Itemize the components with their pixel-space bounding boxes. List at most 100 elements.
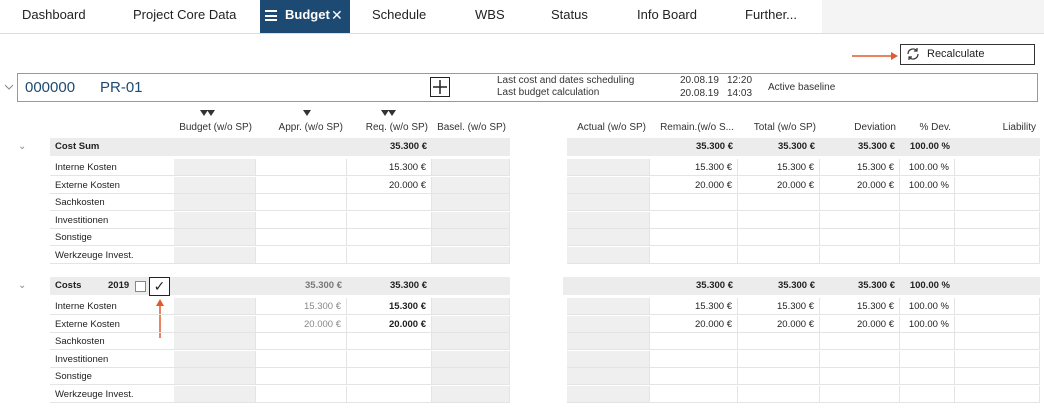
column-header: Budget (w/o SP) bbox=[179, 122, 252, 133]
tab[interactable]: WBS bbox=[475, 7, 505, 22]
row-label: Werkzeuge Invest. bbox=[50, 386, 174, 403]
section-toggle[interactable]: ⌄ bbox=[18, 280, 27, 291]
empty-cell bbox=[738, 246, 820, 264]
tab-bar bbox=[0, 0, 1044, 34]
empty-cell bbox=[955, 246, 1040, 264]
empty-cell bbox=[567, 159, 650, 176]
empty-cell bbox=[738, 333, 820, 350]
empty-cell bbox=[256, 368, 347, 385]
project-code: PR-01 bbox=[100, 79, 143, 96]
tab-close[interactable]: ✕ bbox=[331, 7, 343, 23]
empty-cell bbox=[955, 350, 1040, 368]
empty-cell bbox=[955, 315, 1040, 333]
recalculate-button[interactable]: Recalculate bbox=[900, 44, 1035, 65]
section-value: 100.00 % bbox=[909, 141, 950, 152]
empty-cell bbox=[955, 385, 1040, 403]
column-header: Liability bbox=[1002, 122, 1036, 133]
cell-value: 100.00 % bbox=[900, 298, 955, 315]
baseline-label: Active baseline bbox=[768, 82, 836, 93]
row-label: Werkzeuge Invest. bbox=[50, 247, 174, 264]
cell-value: 15.300 € bbox=[347, 298, 432, 315]
section-label: Costs bbox=[55, 280, 82, 291]
section-value: 35.300 € bbox=[696, 141, 733, 152]
row-label: Sachkosten bbox=[50, 333, 174, 350]
cell-value: 20.000 € bbox=[650, 176, 738, 194]
empty-cell bbox=[900, 333, 955, 350]
empty-cell bbox=[820, 194, 900, 211]
cell-value: 15.300 € bbox=[738, 298, 820, 315]
column-header: Total (w/o SP) bbox=[753, 122, 816, 133]
empty-cell bbox=[256, 229, 347, 246]
empty-cell bbox=[738, 229, 820, 246]
tab[interactable]: Schedule bbox=[372, 7, 427, 22]
info-time: 14:03 bbox=[727, 88, 753, 99]
cell-value: 15.300 € bbox=[820, 298, 900, 315]
info-label: Last budget calculation bbox=[497, 87, 600, 98]
section-value: 35.300 € bbox=[390, 141, 427, 152]
empty-cell bbox=[174, 176, 256, 194]
confirm-button[interactable]: ✓ bbox=[149, 277, 170, 296]
empty-cell bbox=[955, 368, 1040, 385]
empty-cell bbox=[256, 194, 347, 211]
cell-value: 15.300 € bbox=[650, 298, 738, 315]
project-header bbox=[17, 73, 1038, 102]
column-header: Req. (w/o SP) bbox=[365, 122, 428, 133]
row-label: Externe Kosten bbox=[50, 177, 174, 194]
checkbox[interactable] bbox=[135, 281, 146, 292]
empty-cell bbox=[256, 246, 347, 264]
arrow-head bbox=[891, 52, 898, 60]
tab[interactable]: Further... bbox=[745, 7, 798, 22]
cell-value: 20.000 € bbox=[347, 176, 432, 194]
empty-cell bbox=[650, 194, 738, 211]
empty-cell bbox=[738, 368, 820, 385]
collapse-icon[interactable] bbox=[4, 83, 14, 91]
empty-cell bbox=[432, 298, 510, 315]
cell-value: 15.300 € bbox=[347, 159, 432, 176]
tab[interactable]: Status bbox=[551, 7, 588, 22]
empty-cell bbox=[650, 229, 738, 246]
empty-cell bbox=[820, 246, 900, 264]
empty-cell bbox=[347, 350, 432, 368]
cell-value: 100.00 % bbox=[900, 159, 955, 176]
cell-value: 15.300 € bbox=[738, 159, 820, 176]
empty-cell bbox=[567, 229, 650, 246]
empty-cell bbox=[347, 211, 432, 229]
cell-value: 15.300 € bbox=[820, 159, 900, 176]
empty-cell bbox=[955, 333, 1040, 350]
cell-value: 100.00 % bbox=[900, 315, 955, 333]
empty-cell bbox=[567, 211, 650, 229]
empty-cell bbox=[347, 246, 432, 264]
tab[interactable]: Project Core Data bbox=[133, 7, 237, 22]
section-toggle[interactable]: ⌄ bbox=[18, 141, 27, 152]
empty-cell bbox=[174, 229, 256, 246]
section-year: 2019 bbox=[108, 280, 130, 291]
info-time: 12:20 bbox=[727, 75, 753, 86]
cell-value: 100.00 % bbox=[900, 176, 955, 194]
info-date: 20.08.19 bbox=[680, 88, 719, 99]
empty-cell bbox=[820, 333, 900, 350]
tab[interactable]: Dashboard bbox=[22, 7, 86, 22]
row-label: Sonstige bbox=[50, 229, 174, 246]
section-label: Cost Sum bbox=[55, 141, 100, 152]
empty-cell bbox=[432, 229, 510, 246]
row-label: Interne Kosten bbox=[50, 159, 174, 176]
empty-cell bbox=[955, 159, 1040, 176]
empty-cell bbox=[900, 194, 955, 211]
empty-cell bbox=[567, 176, 650, 194]
empty-cell bbox=[256, 385, 347, 403]
tab[interactable]: Info Board bbox=[637, 7, 697, 22]
empty-cell bbox=[432, 350, 510, 368]
cell-value: 20.000 € bbox=[256, 315, 347, 333]
empty-cell bbox=[347, 368, 432, 385]
tab[interactable]: Budget bbox=[260, 0, 350, 33]
section-bg bbox=[50, 138, 510, 156]
empty-cell bbox=[347, 333, 432, 350]
tab-bar-fill bbox=[822, 0, 1044, 33]
add-button[interactable] bbox=[430, 77, 450, 97]
cell-value: 20.000 € bbox=[820, 176, 900, 194]
section-value: 35.300 € bbox=[305, 280, 342, 291]
section-value: 35.300 € bbox=[858, 280, 895, 291]
empty-cell bbox=[738, 194, 820, 211]
empty-cell bbox=[567, 298, 650, 315]
